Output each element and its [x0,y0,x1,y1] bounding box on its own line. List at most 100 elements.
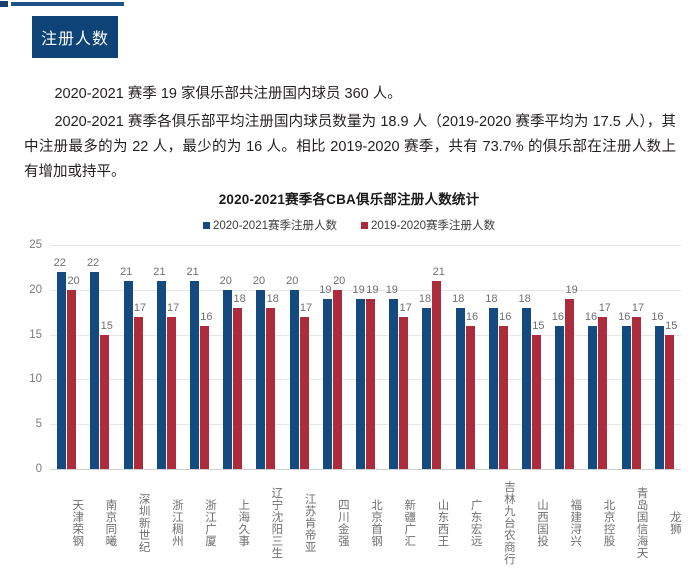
x-axis-label: 天津荣钢 [71,499,84,547]
bar-value-label: 20 [333,274,346,287]
bar-value-label: 16 [618,310,631,323]
legend-item-2020-2021[interactable]: 2020-2021赛季注册人数 [203,217,337,233]
x-axis-label: 广东宏远 [469,499,482,547]
y-axis-tick: 20 [29,283,42,296]
bar[interactable]: 19 [386,284,399,469]
bar-group: 18 21 [415,245,448,469]
x-axis-label: 山东西王 [436,499,449,547]
bar-value-label: 18 [418,292,432,305]
bar[interactable]: 16 [651,311,664,469]
bar[interactable]: 15 [664,320,677,469]
bar-value-label: 22 [53,256,66,269]
bar[interactable]: 17 [299,302,312,469]
bar[interactable]: 18 [266,293,279,469]
bar[interactable]: 20 [67,275,80,469]
x-axis-label: 福建浔兴 [569,499,582,547]
x-axis-label: 吉林九台农商行 [502,481,515,565]
bar[interactable]: 15 [531,320,545,469]
bar-value-label: 22 [86,256,100,269]
registration-chart: 2020-2021赛季各CBA俱乐部注册人数统计 2020-2021赛季注册人数… [0,186,698,566]
bar-group: 16 17 [614,245,647,469]
gridlines [50,245,681,470]
bar-group: 22 15 [83,245,116,469]
bar[interactable]: 18 [419,293,432,469]
bar-value-label: 18 [266,292,279,305]
bar[interactable]: 19 [365,284,379,469]
plot-area: 0 5 10 15 20 25 22 20 22 15 21 17 21 17 21 16 20 18 20 18 2… [0,239,698,565]
x-axis-label: 山西国投 [536,499,549,547]
bar[interactable]: 20 [253,275,266,469]
bar-group: 18 15 [515,245,548,469]
bar-value-label: 19 [565,283,578,296]
bar-value-label: 20 [219,274,232,287]
bar-group: 18 16 [482,245,515,469]
bar[interactable]: 21 [120,266,133,469]
bar-value-label: 17 [631,301,645,314]
bar[interactable]: 19 [319,284,332,469]
bar-value-label: 17 [399,301,412,314]
bar-group: 21 16 [183,245,216,469]
bar[interactable]: 17 [133,302,146,469]
bar-value-label: 19 [385,283,398,296]
bar[interactable]: 22 [87,257,100,469]
gridline [50,379,681,381]
gridline [50,424,681,426]
bar[interactable]: 16 [465,311,478,469]
bar[interactable]: 21 [432,266,445,469]
bar[interactable]: 19 [565,284,578,469]
legend-label: 2019-2020赛季注册人数 [371,220,495,232]
bar[interactable]: 16 [618,311,631,469]
bar-group: 20 17 [282,245,315,469]
bar[interactable]: 17 [399,302,412,469]
bar[interactable]: 16 [552,311,565,469]
bar[interactable]: 17 [166,302,179,469]
x-axis-label: 青岛国信海天 [635,487,648,559]
section-badge: 注册人数 [32,16,118,58]
bar-group: 21 17 [150,245,183,469]
bar[interactable]: 21 [186,266,199,469]
x-axis-label: 龙狮 [668,511,681,535]
bar[interactable]: 18 [519,293,531,469]
bar[interactable]: 20 [332,275,345,469]
legend-item-2019-2020[interactable]: 2019-2020赛季注册人数 [361,217,495,233]
y-axis-tick: 10 [29,373,42,386]
bar[interactable]: 20 [220,275,233,469]
bar[interactable]: 20 [286,275,299,469]
x-axis-label: 辽宁沈阳三生 [270,487,283,559]
bar[interactable]: 18 [233,293,246,469]
bar[interactable]: 18 [452,293,465,469]
chart-legend: 2020-2021赛季注册人数 2019-2020赛季注册人数 [0,217,698,233]
bar-group: 18 16 [448,245,481,469]
paragraph-2: 2020-2021 赛季各俱乐部平均注册国内球员数量为 18.9 人（2019-… [24,114,676,180]
bar-group: 19 17 [382,245,415,469]
top-rule [0,0,124,7]
bar-value-label: 21 [186,265,199,278]
bar[interactable]: 16 [498,311,511,469]
bar[interactable]: 17 [598,302,611,469]
bar[interactable]: 22 [54,257,67,469]
y-axis-tick: 25 [29,239,42,251]
x-axis-label: 北京首钢 [370,499,383,547]
bar[interactable]: 16 [585,311,598,469]
bar-value-label: 19 [366,283,379,296]
bar[interactable]: 19 [352,284,365,469]
bar-value-label: 21 [153,265,166,278]
bar-value-label: 19 [352,283,365,296]
gridline [50,289,681,291]
legend-label: 2020-2021赛季注册人数 [213,220,337,232]
bar[interactable]: 21 [153,266,166,469]
top-rule-line [11,2,124,6]
y-axis-tick: 0 [35,463,42,475]
bar-groups: 22 20 22 15 21 17 21 17 21 16 20 18 20 18 20 17 19 20 19 19… [50,245,681,469]
bar-value-label: 18 [452,292,465,305]
bar[interactable]: 16 [199,311,213,469]
x-axis-label: 南京同曦 [104,499,117,547]
section-badge-label: 注册人数 [40,31,109,48]
bar[interactable]: 17 [631,302,644,469]
gridline [50,334,681,336]
y-axis: 0 5 10 15 20 25 [0,239,48,475]
bar[interactable]: 15 [100,320,113,469]
bar[interactable]: 18 [485,293,498,469]
bar-value-label: 17 [167,301,180,314]
bar-value-label: 15 [532,319,545,332]
